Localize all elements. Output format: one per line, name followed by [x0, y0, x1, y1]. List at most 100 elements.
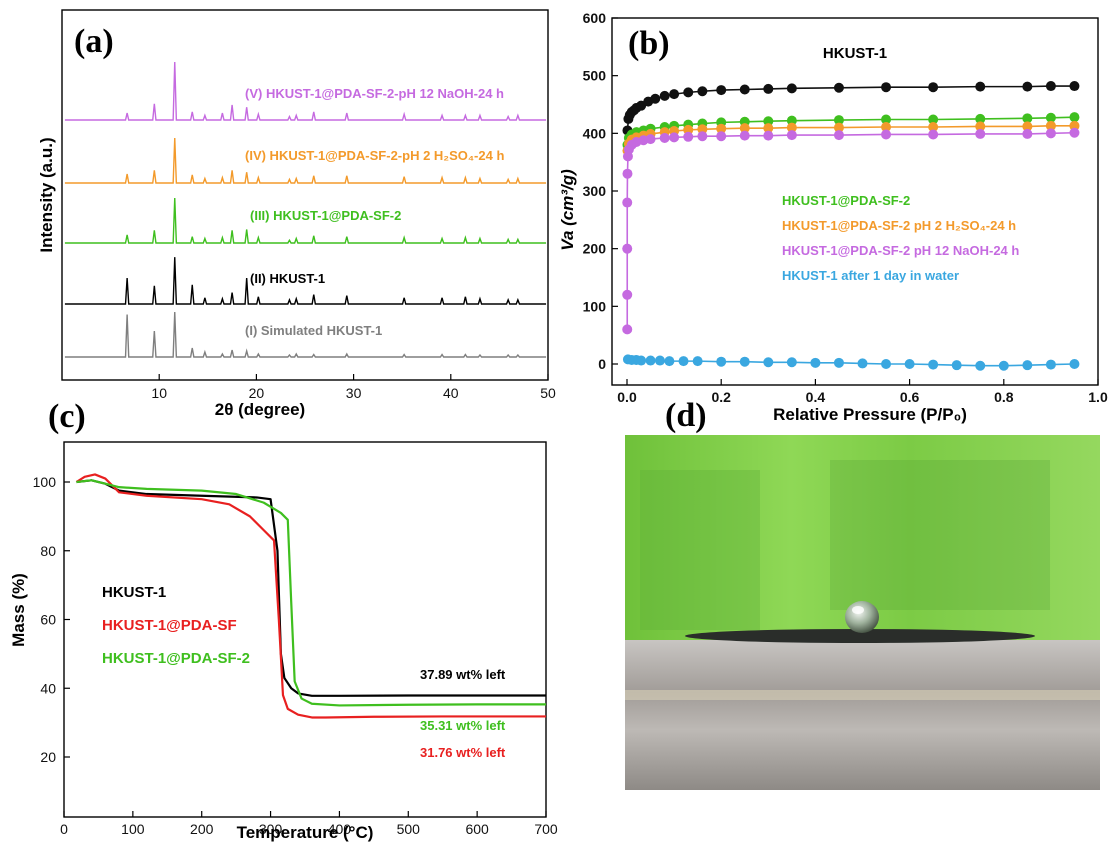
- isotherm-data-point: [786, 115, 797, 126]
- tga-x-tick-label: 300: [259, 821, 283, 837]
- isotherm-data-point: [645, 134, 656, 145]
- isotherm-data-point: [928, 129, 939, 140]
- photo-water-droplet: [845, 601, 879, 633]
- isotherm-data-point: [810, 357, 821, 368]
- isotherm-data-point: [659, 132, 670, 143]
- photo-sample-film: [685, 629, 1035, 643]
- tga-x-tick-label: 700: [534, 821, 558, 837]
- isotherm-data-point: [716, 85, 727, 96]
- panel-c-tga: 0 100 200 300 400 500 600 700 20 40 60 80 100 (c) HK…: [9, 398, 558, 842]
- isotherm-data-point: [975, 81, 986, 92]
- isotherm-data-point: [1022, 113, 1033, 124]
- isotherm-legend-entry: HKUST-1@PDA-SF-2: [782, 193, 910, 208]
- isotherm-title: HKUST-1: [823, 45, 887, 62]
- xrd-y-axis-label: Intensity (a.u.): [37, 137, 56, 252]
- isotherm-data-point: [881, 82, 892, 93]
- isotherm-data-point: [716, 356, 727, 367]
- isotherm-data-point: [622, 168, 633, 179]
- isotherm-data-point: [622, 243, 633, 254]
- isotherm-data-point: [833, 82, 844, 93]
- isotherm-data-point: [622, 324, 633, 335]
- isotherm-data-point: [1022, 81, 1033, 92]
- isotherm-y-tick-label: 600: [583, 10, 607, 26]
- xrd-x-axis-label: 2θ (degree): [215, 400, 305, 419]
- isotherm-data-point: [857, 358, 868, 369]
- photo-background-blur: [640, 470, 760, 630]
- xrd-x-ticks: 10 20 30 40 50: [151, 374, 556, 401]
- isotherm-data-point: [683, 131, 694, 142]
- xrd-pattern-line: [64, 311, 547, 358]
- isotherm-data-point: [881, 359, 892, 369]
- isotherm-data-point: [786, 83, 797, 94]
- isotherm-data-point: [1069, 112, 1080, 123]
- isotherm-x-tick-label: 0.2: [711, 389, 731, 405]
- isotherm-y-tick-label: 100: [583, 298, 607, 314]
- tga-annotation: 35.31 wt% left: [420, 718, 506, 733]
- isotherm-data-point: [928, 114, 939, 125]
- tga-curve: [75, 473, 546, 719]
- isotherm-data-point: [1022, 360, 1033, 371]
- tga-y-axis-label: Mass (%): [9, 573, 28, 647]
- isotherm-data-point: [1069, 120, 1080, 131]
- isotherm-data-point: [739, 356, 750, 367]
- xrd-series-label: (IV) HKUST-1@PDA-SF-2-pH 2 H₂SO₄-24 h: [245, 148, 504, 163]
- isotherm-data-point: [1045, 359, 1056, 370]
- isotherm-data-point: [904, 359, 915, 369]
- isotherm-data-point: [975, 360, 986, 371]
- isotherm-x-tick-label: 1.0: [1088, 389, 1108, 405]
- isotherm-legend-entry: HKUST-1@PDA-SF-2 pH 2 H₂SO₄-24 h: [782, 218, 1016, 233]
- tga-x-tick-label: 400: [328, 821, 352, 837]
- isotherm-x-tick-label: 0.8: [994, 389, 1014, 405]
- isotherm-ticks: 0.0 0.2 0.4 0.6 0.8 1.0 0 100 200 300 400 500 600: [583, 10, 1108, 405]
- xrd-series-label: (III) HKUST-1@PDA-SF-2: [250, 208, 401, 223]
- tga-annotations: 37.89 wt% left 35.31 wt% left 31.76 wt% le…: [420, 667, 506, 760]
- isotherm-data-point: [669, 132, 680, 143]
- isotherm-data-point: [786, 122, 797, 133]
- isotherm-data-point: [763, 83, 774, 94]
- isotherm-data-point: [833, 130, 844, 141]
- xrd-pattern-line: [64, 61, 547, 121]
- xrd-plot-frame: [61, 9, 549, 381]
- isotherm-y-tick-label: 400: [583, 125, 607, 141]
- isotherm-y-tick-label: 500: [583, 68, 607, 84]
- isotherm-legend-entry: HKUST-1 after 1 day in water: [782, 268, 959, 283]
- isotherm-x-tick-label: 0.0: [617, 389, 637, 405]
- tga-legend-entry: HKUST-1@PDA-SF: [102, 617, 237, 634]
- tga-legend-entry: HKUST-1@PDA-SF-2: [102, 650, 250, 667]
- isotherm-data-point: [1045, 112, 1056, 123]
- isotherm-y-tick-label: 200: [583, 241, 607, 257]
- isotherm-data-point: [659, 90, 670, 101]
- isotherm-data-point: [975, 113, 986, 124]
- photo-glass-base: [625, 640, 1100, 790]
- tga-y-tick-label: 80: [40, 543, 56, 559]
- isotherm-legend-entry: HKUST-1@PDA-SF-2 pH 12 NaOH-24 h: [782, 243, 1019, 258]
- isotherm-data-point: [881, 121, 892, 132]
- tga-curves: [75, 473, 546, 719]
- isotherm-data-point: [1022, 128, 1033, 139]
- tga-x-tick-label: 600: [465, 821, 489, 837]
- isotherm-data-point: [697, 124, 708, 135]
- isotherm-data-point: [998, 360, 1009, 371]
- isotherm-data-point: [928, 121, 939, 132]
- isotherm-data-point: [1045, 81, 1056, 92]
- isotherm-data-point: [664, 356, 675, 367]
- xrd-patterns: [64, 61, 547, 358]
- isotherm-series-line: [626, 125, 1075, 151]
- tga-y-tick-label: 20: [40, 749, 56, 765]
- isotherm-data-point: [763, 123, 774, 134]
- isotherm-data-point: [678, 356, 689, 367]
- isotherm-data-point: [622, 289, 633, 300]
- isotherm-data-point: [697, 86, 708, 97]
- isotherm-data-point: [881, 129, 892, 140]
- isotherm-data-point: [833, 357, 844, 368]
- tga-x-tick-label: 100: [121, 821, 145, 837]
- isotherm-data-point: [739, 130, 750, 141]
- tga-y-tick-label: 40: [40, 680, 56, 696]
- photo-background-text-blur: [830, 460, 1050, 610]
- isotherm-series: [622, 81, 1080, 371]
- xrd-pattern-line: [64, 257, 547, 305]
- isotherm-data-point: [683, 87, 694, 98]
- xrd-x-tick-label: 40: [443, 385, 459, 401]
- isotherm-legend: HKUST-1@PDA-SF-2 HKUST-1@PDA-SF-2 pH 2 H₂…: [782, 193, 1019, 283]
